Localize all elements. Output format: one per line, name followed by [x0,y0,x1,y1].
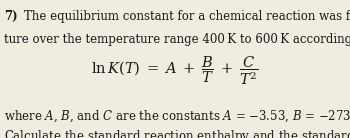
Text: where $A$, $B$, and $C$ are the constants $A$ = $-$3.53, $B$ = $-$2736\,K, and $: where $A$, $B$, and $C$ are the constant… [4,108,350,125]
Text: ture over the temperature range 400 K to 600 K according to the following equati: ture over the temperature range 400 K to… [4,33,350,46]
Text: Calculate the standard reaction enthalpy and the standard reaction entropy at $T: Calculate the standard reaction enthalpy… [4,128,350,138]
Text: $\mathrm{ln}\,K(T)\;=\;A\;+\;\dfrac{B}{T}\;+\;\dfrac{C}{T^2}$: $\mathrm{ln}\,K(T)\;=\;A\;+\;\dfrac{B}{T… [91,54,259,87]
Text: The equilibrium constant for a chemical reaction was found to depend on tempera-: The equilibrium constant for a chemical … [24,10,350,23]
Text: 7): 7) [4,10,18,23]
